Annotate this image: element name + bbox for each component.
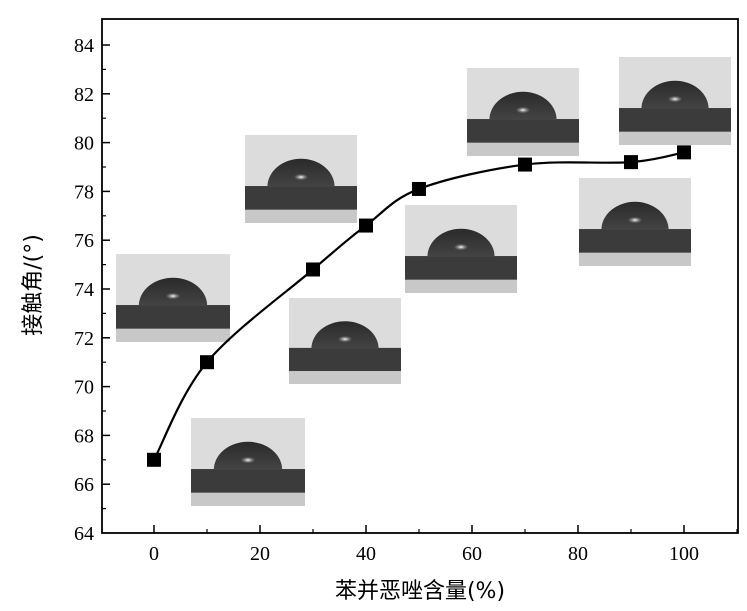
axis-ticks: 0 20 40 60 80 100 64 66 68 70 72 74 76 78 80 82 84 [74, 35, 738, 565]
droplet-highlight [293, 173, 309, 181]
photo-substrate [467, 119, 579, 143]
droplet-photo-4 [405, 205, 517, 293]
droplet-highlight [667, 95, 683, 103]
x-tick-label: 80 [568, 543, 588, 565]
droplet-highlight [337, 335, 353, 343]
droplet-shape [311, 321, 379, 349]
droplet-photo-3 [245, 135, 357, 223]
y-tick-label: 80 [74, 133, 94, 155]
droplet-shape [489, 91, 557, 120]
y-tick-label: 66 [74, 474, 94, 496]
droplet-photo-1 [116, 254, 230, 342]
y-tick-label: 72 [74, 328, 94, 350]
plot-frame [101, 18, 739, 534]
x-tick-label: 60 [462, 543, 482, 565]
photo-reflection [619, 131, 731, 145]
droplet-highlight [240, 456, 256, 464]
photo-reflection [579, 252, 691, 266]
droplet-highlight [165, 292, 181, 300]
photo-substrate [289, 347, 401, 372]
x-tick-label: 100 [669, 543, 699, 565]
photo-substrate [619, 108, 731, 132]
data-series [147, 145, 691, 467]
x-tick-label: 0 [149, 543, 159, 565]
droplet-highlight [515, 106, 531, 114]
y-tick-label: 78 [74, 181, 94, 203]
data-point-marker [200, 355, 214, 370]
data-point-marker [677, 145, 691, 160]
photo-reflection [405, 279, 517, 293]
droplet-shape [427, 228, 495, 257]
data-point-marker [147, 452, 161, 467]
data-point-marker [518, 157, 532, 172]
photo-reflection [191, 492, 305, 506]
photo-substrate [245, 186, 357, 210]
droplet-photo-6 [579, 178, 691, 266]
photo-reflection [289, 371, 401, 384]
droplet-photo-7 [619, 57, 731, 145]
x-tick-label: 20 [250, 543, 270, 565]
y-tick-label: 74 [74, 279, 94, 301]
photo-reflection [245, 209, 357, 223]
droplet-photo-5 [467, 68, 579, 156]
photo-reflection [116, 328, 230, 342]
droplet-shape [641, 80, 709, 109]
data-point-marker [359, 218, 373, 233]
x-tick-label: 40 [356, 543, 376, 565]
droplet-highlight [627, 216, 643, 224]
data-point-marker [306, 262, 320, 277]
y-tick-label: 82 [74, 84, 94, 106]
photo-reflection [467, 142, 579, 156]
photo-substrate [116, 305, 230, 329]
droplet-shape [138, 277, 208, 306]
plot-axes [101, 18, 739, 534]
photo-substrate [579, 229, 691, 253]
droplet-photo-2 [289, 298, 401, 384]
y-tick-label: 68 [74, 425, 94, 447]
data-point-marker [624, 155, 638, 170]
droplet-shape [601, 201, 669, 230]
photo-substrate [405, 256, 517, 280]
x-axis-title: 苯并恶唑含量(%) [335, 579, 505, 604]
droplet-highlight [453, 243, 469, 251]
y-tick-label: 84 [74, 35, 94, 57]
data-point-marker [412, 181, 426, 196]
y-axis-title: 接触角/(°) [21, 234, 46, 336]
droplet-insets [116, 57, 731, 506]
droplet-photo-0 [191, 418, 305, 506]
y-tick-label: 64 [74, 523, 94, 545]
droplet-shape [213, 441, 283, 470]
droplet-shape [267, 158, 335, 187]
y-tick-label: 70 [74, 377, 94, 399]
photo-substrate [191, 469, 305, 493]
y-tick-label: 76 [74, 230, 94, 252]
